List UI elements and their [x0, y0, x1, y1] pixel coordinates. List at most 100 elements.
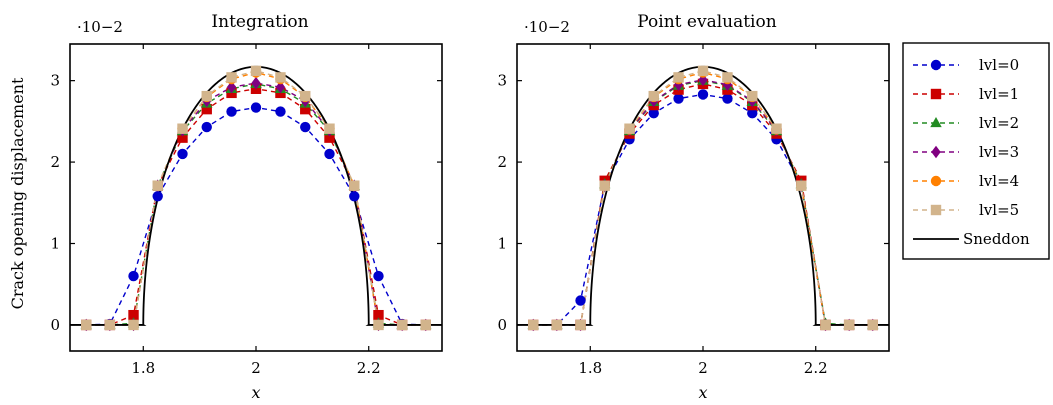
series-markers-lvl-2	[527, 74, 879, 330]
series-markers-lvl-2	[80, 77, 432, 330]
y-tick-label: 3	[497, 72, 507, 90]
data-point	[820, 319, 831, 331]
data-point	[673, 93, 684, 104]
series-line-lvl-2	[86, 83, 426, 326]
data-point	[599, 180, 610, 191]
series-line-lvl-3	[533, 79, 873, 326]
series-line-lvl-2	[533, 79, 873, 326]
legend-label: lvl=0	[979, 56, 1019, 74]
data-point	[128, 319, 139, 331]
legend-frame	[902, 42, 1050, 260]
series-line-lvl-3	[86, 82, 426, 326]
data-point	[250, 102, 262, 113]
data-point	[551, 319, 563, 331]
data-point	[128, 309, 139, 321]
data-point	[324, 123, 335, 134]
data-point	[843, 319, 855, 331]
data-point	[373, 270, 384, 282]
data-point	[697, 89, 709, 100]
data-point	[300, 90, 311, 102]
data-point	[324, 148, 335, 160]
y-tick-label: 2	[50, 153, 60, 171]
data-point	[201, 103, 212, 115]
series-line-lvl-5	[533, 70, 873, 326]
y-tick-label: 1	[50, 235, 60, 253]
data-point	[201, 90, 212, 102]
data-point	[420, 319, 431, 331]
x-tick-label: 1.8	[578, 359, 602, 377]
series-markers-lvl-0	[528, 89, 878, 331]
series-markers-lvl-3	[528, 73, 878, 332]
y-multiplier: ·10−2	[524, 18, 570, 36]
legend-label: lvl=2	[979, 114, 1019, 132]
series-markers-lvl-1	[528, 78, 878, 331]
series-markers-lvl-0	[81, 102, 431, 331]
data-point	[373, 319, 384, 331]
chart-point-evaluation: 1.8 2 2.2 0 1 2 3 ·10−2 Point evaluation x	[497, 12, 890, 402]
x-axis-label: x	[698, 383, 707, 402]
legend-item-sneddon: Sneddon	[913, 230, 1030, 248]
data-point	[396, 319, 408, 331]
data-point	[867, 319, 878, 331]
chart-title: Integration	[211, 12, 308, 32]
data-point	[575, 295, 586, 306]
legend-swatch-marker	[930, 175, 942, 187]
x-tick-label: 2.2	[357, 359, 381, 377]
data-point	[300, 103, 311, 115]
x-tick-label: 2	[698, 359, 708, 377]
series-line-lvl-4	[533, 71, 873, 326]
legend-label: lvl=3	[979, 143, 1019, 161]
x-axis-label: x	[251, 383, 260, 402]
data-point	[152, 191, 163, 202]
legend-label: lvl=5	[979, 201, 1019, 219]
data-point	[226, 72, 237, 83]
data-point	[349, 191, 360, 202]
y-axis-label: Crack opening displacement	[8, 77, 27, 309]
legend-swatch-marker	[930, 204, 942, 216]
plot-area	[70, 65, 442, 332]
legend-item-lvl-2: lvl=2	[913, 114, 1019, 132]
data-point	[648, 108, 659, 119]
data-point	[697, 65, 709, 77]
legend-swatch-marker	[930, 117, 942, 128]
data-point	[104, 319, 116, 331]
data-point	[300, 121, 311, 133]
data-point	[177, 148, 188, 160]
data-point	[747, 90, 758, 102]
data-point	[796, 180, 807, 191]
data-point	[251, 76, 261, 90]
data-point	[624, 123, 635, 134]
legend-label: lvl=4	[979, 172, 1019, 190]
data-point	[275, 80, 286, 94]
y-tick-label: 2	[497, 153, 507, 171]
series-markers-lvl-4	[528, 67, 878, 331]
data-point	[177, 132, 188, 143]
legend-label: Sneddon	[963, 230, 1030, 248]
data-point	[528, 319, 539, 331]
data-point	[648, 90, 659, 102]
series-line-lvl-1	[86, 88, 426, 326]
legend-swatch-marker	[931, 145, 941, 159]
legend-item-lvl-4: lvl=4	[913, 172, 1019, 190]
data-point	[771, 123, 782, 134]
legend: lvl=0 lvl=1 lvl=2 lvl=3 lvl=4 lvl=5 Sneddon	[902, 42, 1050, 260]
data-point	[747, 108, 758, 119]
series-markers-lvl-5	[81, 65, 431, 331]
data-point	[349, 180, 360, 191]
data-point	[177, 123, 188, 134]
y-multiplier: ·10−2	[77, 18, 123, 36]
x-tick-label: 2	[251, 359, 261, 377]
series-markers-lvl-3	[81, 76, 431, 332]
data-point	[373, 309, 384, 321]
y-tick-label: 1	[497, 235, 507, 253]
legend-swatch-marker	[930, 88, 942, 100]
legend-item-lvl-3: lvl=3	[913, 143, 1019, 161]
chart-integration: 1.8 2 2.2 0 1 2 3 ·10−2 Integration x Crack openin…	[8, 12, 443, 402]
plot-area	[517, 65, 889, 332]
legend-item-lvl-5: lvl=5	[913, 201, 1019, 219]
y-tick-label: 3	[50, 72, 60, 90]
x-tick-label: 1.8	[131, 359, 155, 377]
data-point	[201, 121, 212, 133]
chart-title: Point evaluation	[637, 12, 776, 32]
